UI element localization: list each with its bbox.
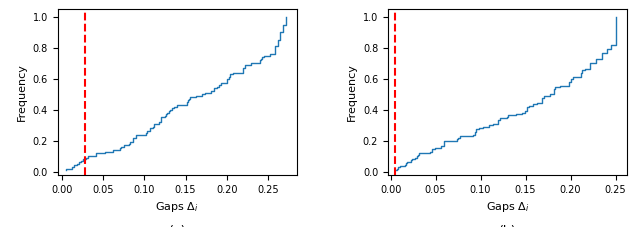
Text: (b): (b) <box>499 225 516 227</box>
Text: (a): (a) <box>168 225 186 227</box>
Y-axis label: Frequency: Frequency <box>17 63 27 121</box>
X-axis label: Gaps $\Delta_i$: Gaps $\Delta_i$ <box>486 200 529 214</box>
X-axis label: Gaps $\Delta_i$: Gaps $\Delta_i$ <box>156 200 199 214</box>
Y-axis label: Frequency: Frequency <box>348 63 357 121</box>
